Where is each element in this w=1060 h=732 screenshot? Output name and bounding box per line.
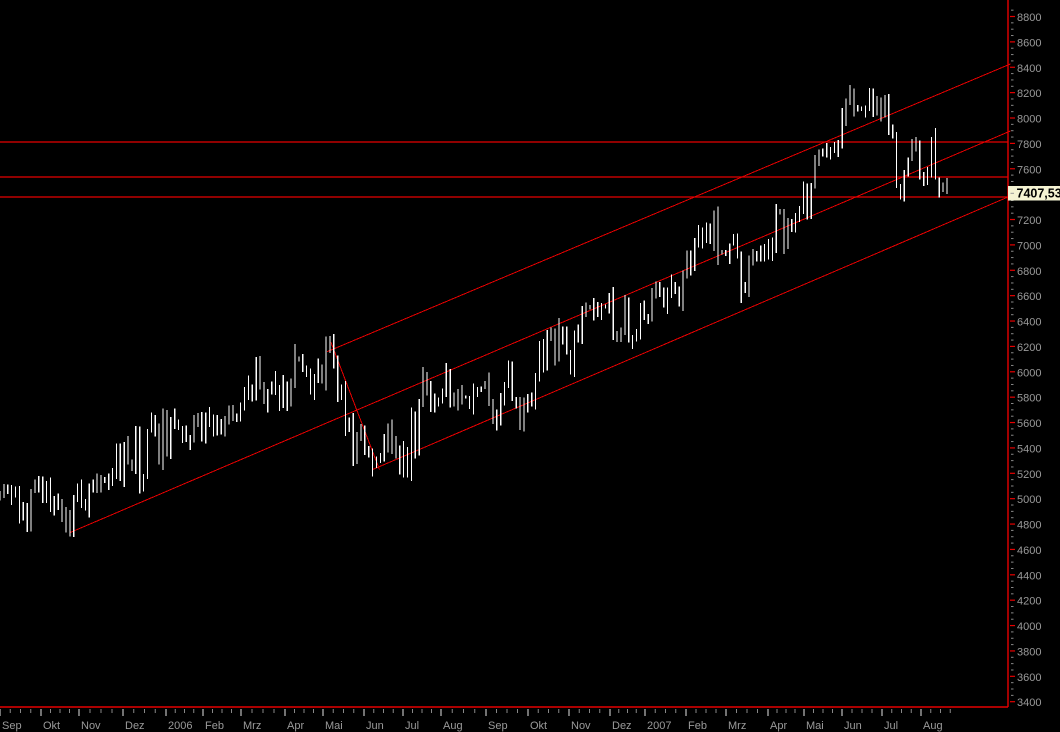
svg-text:Apr: Apr bbox=[770, 720, 787, 732]
svg-text:Jun: Jun bbox=[844, 720, 862, 732]
svg-text:Mrz: Mrz bbox=[728, 720, 746, 732]
svg-text:6400: 6400 bbox=[1017, 317, 1041, 329]
svg-text:4200: 4200 bbox=[1017, 596, 1041, 608]
svg-text:4800: 4800 bbox=[1017, 520, 1041, 532]
svg-text:3400: 3400 bbox=[1017, 697, 1041, 709]
svg-text:4400: 4400 bbox=[1017, 570, 1041, 582]
svg-text:Sep: Sep bbox=[2, 720, 22, 732]
svg-text:5200: 5200 bbox=[1017, 469, 1041, 481]
svg-text:7000: 7000 bbox=[1017, 240, 1041, 252]
svg-text:Sep: Sep bbox=[488, 720, 508, 732]
svg-text:8200: 8200 bbox=[1017, 88, 1041, 100]
svg-text:Feb: Feb bbox=[688, 720, 707, 732]
svg-text:Jun: Jun bbox=[366, 720, 384, 732]
svg-text:7800: 7800 bbox=[1017, 139, 1041, 151]
svg-text:Mai: Mai bbox=[806, 720, 824, 732]
svg-text:8000: 8000 bbox=[1017, 114, 1041, 126]
svg-text:5400: 5400 bbox=[1017, 443, 1041, 455]
svg-text:7407,53: 7407,53 bbox=[1017, 186, 1060, 200]
svg-text:Aug: Aug bbox=[443, 720, 463, 732]
svg-text:6800: 6800 bbox=[1017, 266, 1041, 278]
svg-text:Mrz: Mrz bbox=[243, 720, 261, 732]
svg-text:Nov: Nov bbox=[571, 720, 591, 732]
svg-text:3800: 3800 bbox=[1017, 646, 1041, 658]
svg-text:Jul: Jul bbox=[884, 720, 898, 732]
svg-text:2007: 2007 bbox=[647, 720, 671, 732]
svg-text:4600: 4600 bbox=[1017, 545, 1041, 557]
svg-text:4000: 4000 bbox=[1017, 621, 1041, 633]
svg-text:Dez: Dez bbox=[612, 720, 632, 732]
svg-text:6000: 6000 bbox=[1017, 367, 1041, 379]
svg-text:Aug: Aug bbox=[923, 720, 943, 732]
svg-text:5000: 5000 bbox=[1017, 494, 1041, 506]
svg-text:Dez: Dez bbox=[125, 720, 145, 732]
svg-text:8600: 8600 bbox=[1017, 37, 1041, 49]
svg-text:3600: 3600 bbox=[1017, 672, 1041, 684]
svg-text:Nov: Nov bbox=[81, 720, 101, 732]
svg-text:7200: 7200 bbox=[1017, 215, 1041, 227]
svg-text:7600: 7600 bbox=[1017, 164, 1041, 176]
svg-text:8400: 8400 bbox=[1017, 63, 1041, 75]
svg-text:6200: 6200 bbox=[1017, 342, 1041, 354]
svg-text:Feb: Feb bbox=[205, 720, 224, 732]
svg-text:Okt: Okt bbox=[530, 720, 547, 732]
svg-text:Okt: Okt bbox=[43, 720, 60, 732]
svg-text:8800: 8800 bbox=[1017, 12, 1041, 24]
svg-text:5600: 5600 bbox=[1017, 418, 1041, 430]
svg-text:Jul: Jul bbox=[405, 720, 419, 732]
svg-text:2006: 2006 bbox=[168, 720, 192, 732]
svg-text:6600: 6600 bbox=[1017, 291, 1041, 303]
svg-text:Mai: Mai bbox=[325, 720, 343, 732]
svg-text:Apr: Apr bbox=[287, 720, 304, 732]
svg-text:5800: 5800 bbox=[1017, 393, 1041, 405]
